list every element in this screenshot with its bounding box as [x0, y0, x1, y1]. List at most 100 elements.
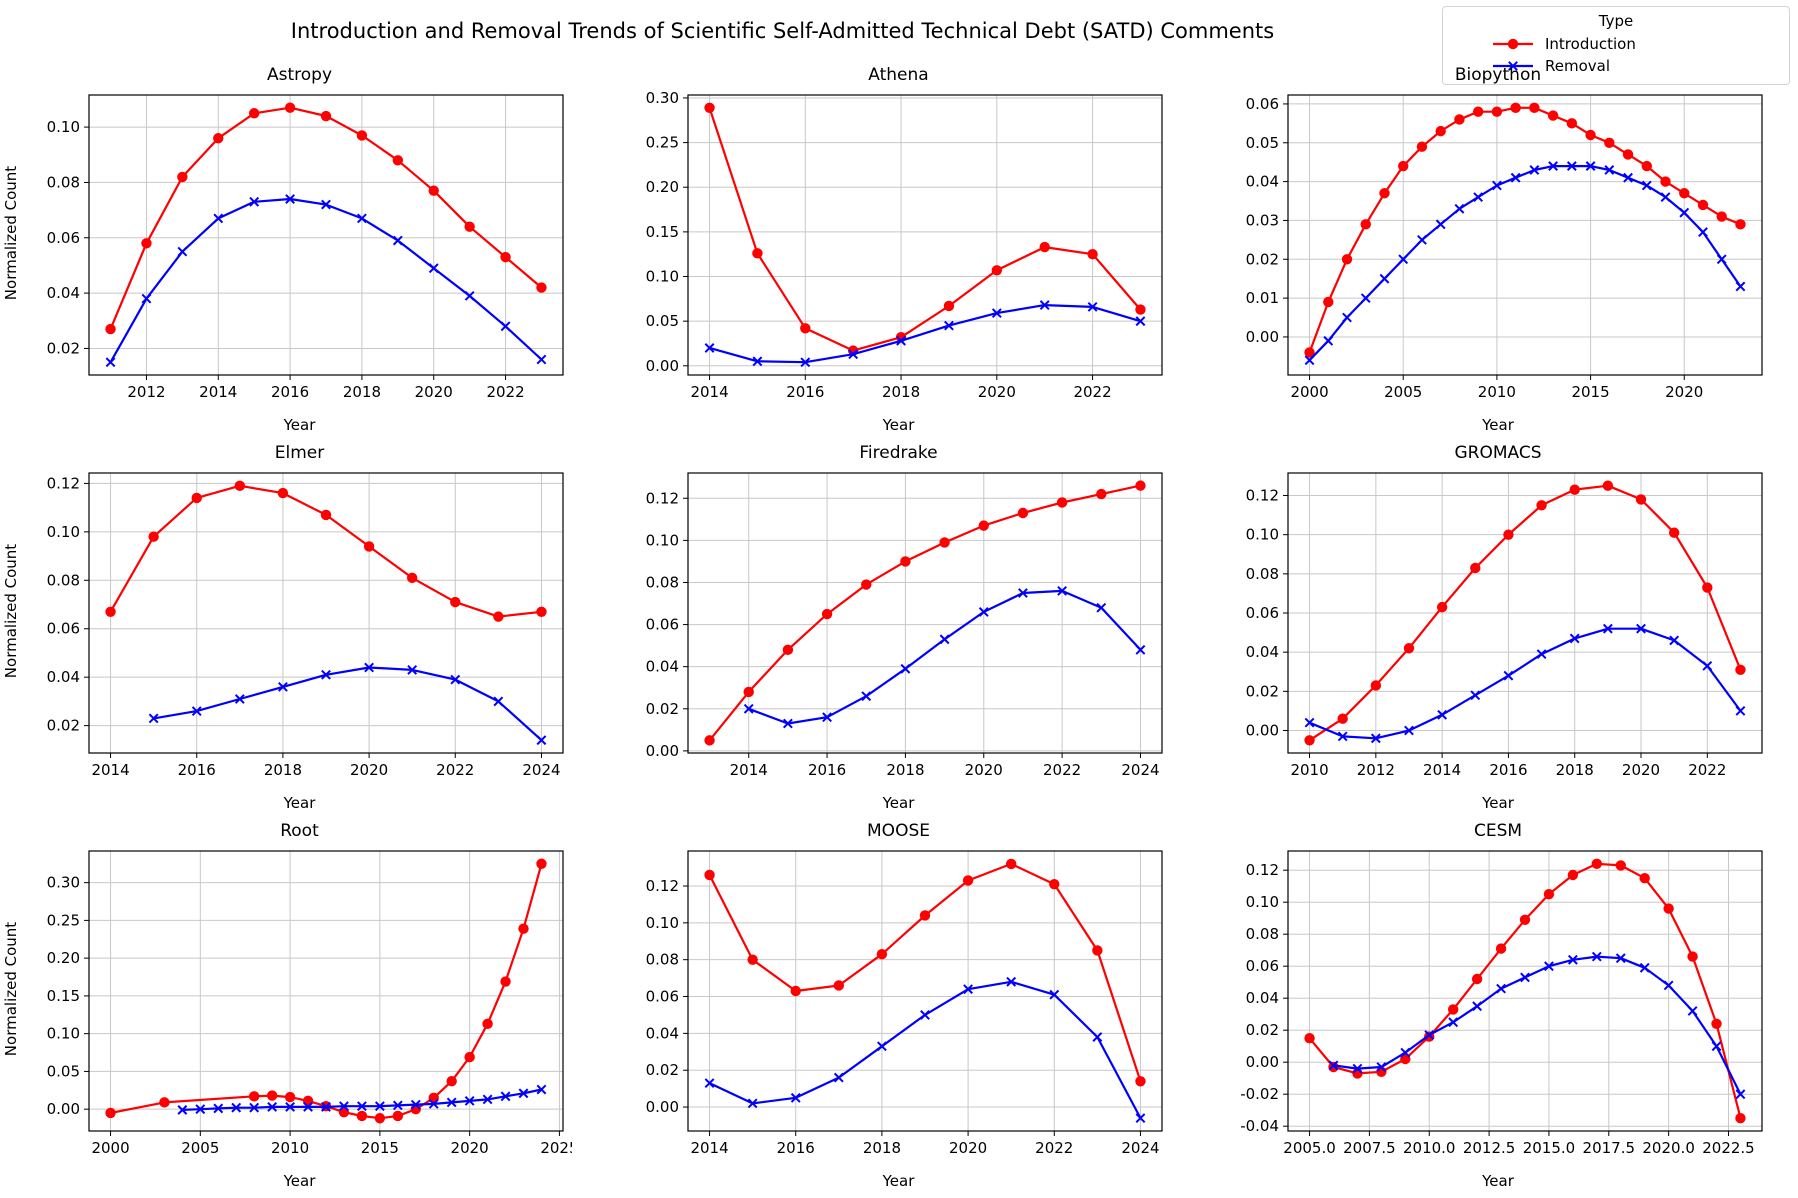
y-axis-label: Normalized Count — [2, 921, 20, 1057]
svg-text:0.08: 0.08 — [646, 951, 679, 969]
svg-text:0.30: 0.30 — [47, 874, 80, 892]
svg-text:2020: 2020 — [451, 1139, 489, 1157]
svg-text:0.05: 0.05 — [646, 312, 679, 330]
svg-text:2020: 2020 — [949, 1139, 987, 1157]
chart-title: Firedrake — [859, 443, 938, 463]
svg-text:0.02: 0.02 — [1245, 250, 1278, 268]
svg-text:0.04: 0.04 — [1245, 989, 1278, 1007]
chart-title: Elmer — [274, 443, 325, 463]
svg-text:0.04: 0.04 — [1245, 643, 1278, 661]
svg-text:2016: 2016 — [271, 383, 309, 401]
svg-text:2020.0: 2020.0 — [1642, 1139, 1695, 1157]
svg-text:2010: 2010 — [1290, 761, 1328, 779]
legend-title: Type — [1598, 12, 1634, 30]
svg-text:0.15: 0.15 — [47, 987, 80, 1005]
svg-text:2015.0: 2015.0 — [1522, 1139, 1575, 1157]
svg-text:2016: 2016 — [777, 1139, 815, 1157]
svg-text:0.10: 0.10 — [1245, 526, 1278, 544]
svg-text:0.08: 0.08 — [646, 573, 679, 591]
svg-text:0.30: 0.30 — [646, 89, 679, 107]
x-axis-label: Year — [882, 794, 915, 812]
x-axis-label: Year — [283, 1172, 316, 1190]
svg-text:0.15: 0.15 — [646, 223, 679, 241]
legend: Type Introduction Removal — [1442, 6, 1790, 85]
plot-wrap: 2014 2016 2018 2020 2022 0.00 0.05 0.10 0.15 0.20… — [626, 87, 1171, 419]
svg-text:2005: 2005 — [1384, 383, 1422, 401]
chart-plot-firedrake: 2014 2016 2018 2020 2022 2024 0.00 0.02 0.04 0.06… — [646, 472, 1163, 779]
x-axis-label: Year — [882, 416, 915, 434]
svg-text:0.12: 0.12 — [1245, 861, 1278, 879]
chart-cell-biopython: Biopython 2000 2005 2010 2015 2020 0.00 0.01 0.… — [1198, 64, 1798, 442]
svg-text:2022.5: 2022.5 — [1702, 1139, 1755, 1157]
svg-text:2018: 2018 — [264, 761, 302, 779]
svg-text:0.00: 0.00 — [646, 1098, 679, 1116]
svg-text:0.10: 0.10 — [646, 531, 679, 549]
svg-text:0.02: 0.02 — [47, 339, 80, 357]
introduction-line-marker-icon — [1493, 38, 1533, 50]
chart-title: MOOSE — [867, 821, 930, 841]
chart-title: GROMACS — [1454, 443, 1542, 463]
svg-text:0.02: 0.02 — [1245, 1021, 1278, 1039]
svg-text:2022: 2022 — [1035, 1139, 1073, 1157]
plot-wrap: Normalized Count 2000 2005 2010 2015 2020 202… — [2, 843, 572, 1175]
svg-text:2014: 2014 — [1423, 761, 1461, 779]
svg-text:0.10: 0.10 — [646, 268, 679, 286]
svg-text:2022: 2022 — [1688, 761, 1726, 779]
svg-text:0.05: 0.05 — [47, 1062, 80, 1080]
chart-plot-root: 2000 2005 2010 2015 2020 2025 0.00 0.05 0.10 0.15… — [47, 850, 572, 1157]
svg-text:2005.0: 2005.0 — [1283, 1139, 1336, 1157]
chart-title: Root — [280, 821, 319, 841]
chart-plot-elmer: 2014 2016 2018 2020 2022 2024 0.02 0.04 0.06 0.08… — [47, 472, 564, 779]
chart-plot-astropy: 2012 2014 2016 2018 2020 2022 0.02 0.04 0.06 0.08… — [47, 94, 564, 401]
svg-text:0.03: 0.03 — [1245, 211, 1278, 229]
svg-text:0.04: 0.04 — [47, 668, 80, 686]
svg-text:0.02: 0.02 — [1245, 682, 1278, 700]
svg-text:0.04: 0.04 — [646, 658, 679, 676]
svg-text:2022: 2022 — [1043, 761, 1081, 779]
plot-wrap: 2000 2005 2010 2015 2020 0.00 0.01 0.02 0.03 0.04… — [1226, 87, 1771, 419]
svg-text:2018: 2018 — [863, 1139, 901, 1157]
chart-cell-astropy: Astropy Normalized Count 2012 2014 2016 201… — [0, 64, 599, 442]
svg-text:2022: 2022 — [436, 761, 474, 779]
svg-text:2016: 2016 — [786, 383, 824, 401]
svg-text:0.12: 0.12 — [646, 877, 679, 895]
svg-text:0.10: 0.10 — [646, 914, 679, 932]
svg-text:2000: 2000 — [91, 1139, 129, 1157]
svg-text:2007.5: 2007.5 — [1343, 1139, 1396, 1157]
svg-text:0.04: 0.04 — [646, 1024, 679, 1042]
svg-text:2000: 2000 — [1290, 383, 1328, 401]
x-axis-label: Year — [1482, 1172, 1514, 1190]
svg-text:2012: 2012 — [1356, 761, 1394, 779]
x-axis-label: Year — [1482, 416, 1514, 434]
svg-text:2018: 2018 — [886, 761, 924, 779]
chart-cell-gromacs: GROMACS 2010 2012 2014 2016 2018 2020 2022 0.00… — [1198, 442, 1798, 820]
chart-title: Athena — [868, 65, 929, 85]
svg-text:0.12: 0.12 — [1245, 487, 1278, 505]
figure-title: Introduction and Removal Trends of Scien… — [290, 19, 1275, 43]
svg-text:2012: 2012 — [127, 383, 165, 401]
svg-text:0.05: 0.05 — [1245, 134, 1278, 152]
svg-text:0.20: 0.20 — [646, 178, 679, 196]
svg-text:2012.5: 2012.5 — [1462, 1139, 1515, 1157]
svg-text:2014: 2014 — [690, 1139, 728, 1157]
legend-label-removal: Removal — [1545, 57, 1611, 75]
y-axis-label: Normalized Count — [2, 165, 20, 301]
svg-text:0.08: 0.08 — [1245, 925, 1278, 943]
svg-text:2018: 2018 — [343, 383, 381, 401]
removal-line-marker-icon — [1493, 61, 1533, 71]
svg-text:2010.0: 2010.0 — [1402, 1139, 1455, 1157]
svg-text:2016: 2016 — [1489, 761, 1527, 779]
svg-text:2014: 2014 — [730, 761, 768, 779]
svg-text:2016: 2016 — [808, 761, 846, 779]
plot-wrap: Normalized Count 2012 2014 2016 2018 2020 202… — [2, 87, 572, 419]
svg-text:0.10: 0.10 — [47, 1025, 80, 1043]
svg-text:-0.02: -0.02 — [1240, 1085, 1279, 1103]
svg-text:2018: 2018 — [882, 383, 920, 401]
svg-text:0.25: 0.25 — [646, 134, 679, 152]
svg-text:0.25: 0.25 — [47, 911, 80, 929]
plot-wrap: 2014 2016 2018 2020 2022 2024 0.00 0.02 0.04 0.06… — [626, 465, 1171, 797]
svg-text:2017.5: 2017.5 — [1582, 1139, 1635, 1157]
svg-text:2014: 2014 — [91, 761, 129, 779]
legend-item-removal: Removal — [1453, 55, 1779, 77]
chart-cell-firedrake: Firedrake 2014 2016 2018 2020 2022 2024 0.00 0.… — [599, 442, 1198, 820]
